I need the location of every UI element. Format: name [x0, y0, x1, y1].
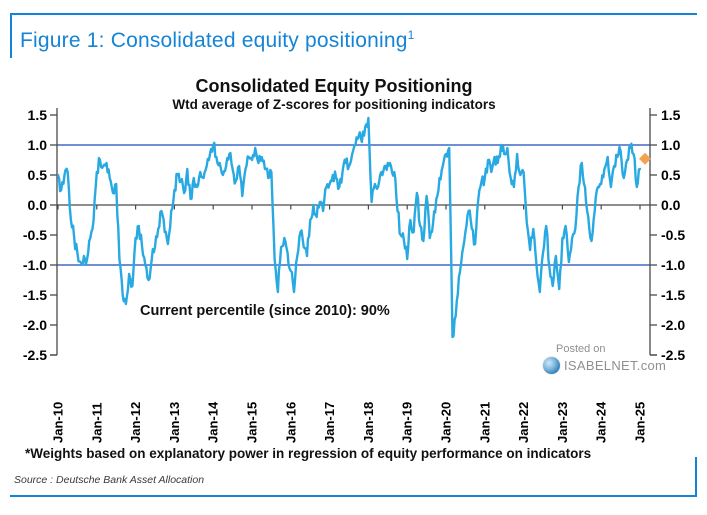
y-tick-label: -2.5: [661, 347, 685, 363]
figure-title-superscript: 1: [407, 28, 415, 42]
y-tick-label: -1.0: [23, 257, 47, 273]
chart-subtitle: Wtd average of Z-scores for positioning …: [172, 97, 496, 112]
watermark-posted-on: Posted on: [556, 343, 606, 355]
frame-bottom-line: [10, 495, 697, 497]
y-tick-label: 0.5: [661, 167, 681, 183]
x-tick-label: Jan-13: [167, 402, 182, 443]
figure-title-text: Figure 1: Consolidated equity positionin…: [20, 29, 408, 52]
y-tick-label: -2.0: [23, 317, 47, 333]
y-tick-label: 1.5: [28, 107, 48, 123]
x-tick-label: Jan-14: [206, 401, 221, 443]
x-tick-label: Jan-19: [400, 402, 415, 443]
y-tick-label: -1.0: [661, 257, 685, 273]
x-tick-label: Jan-11: [89, 403, 104, 443]
x-tick-label: Jan-18: [361, 402, 376, 443]
footnote: *Weights based on explanatory power in r…: [25, 446, 592, 461]
y-tick-label: 1.0: [28, 137, 48, 153]
chart-title: Consolidated Equity Positioning: [195, 76, 473, 96]
y-tick-label: 1.0: [661, 137, 681, 153]
frame-left-line: [10, 13, 12, 58]
x-tick-label: Jan-17: [322, 402, 337, 443]
y-tick-label: -0.5: [23, 227, 47, 243]
series-line: [56, 116, 642, 339]
x-tick-label: Jan-15: [245, 402, 260, 443]
x-tick-label: Jan-23: [555, 402, 570, 443]
y-tick-label: -1.5: [661, 287, 685, 303]
y-tick-label: -2.5: [23, 347, 47, 363]
figure-title: Figure 1: Consolidated equity positionin…: [20, 28, 414, 53]
percentile-annotation: Current percentile (since 2010): 90%: [140, 303, 390, 319]
y-tick-label: 0.5: [28, 167, 48, 183]
x-tick-label: Jan-22: [516, 402, 531, 443]
x-tick-label: Jan-21: [477, 402, 492, 443]
watermark-site-name: ISABELNET.com: [564, 358, 667, 373]
source-line: Source : Deutsche Bank Asset Allocation: [14, 474, 205, 486]
x-tick-label: Jan-24: [594, 401, 609, 443]
x-tick-label: Jan-12: [128, 402, 143, 443]
y-tick-label: -0.5: [661, 227, 685, 243]
latest-value-diamond-marker: [639, 152, 651, 165]
y-tick-label: 0.0: [661, 197, 681, 213]
globe-icon: [543, 357, 560, 374]
frame-right-line: [695, 457, 697, 497]
y-tick-label: 0.0: [28, 197, 48, 213]
y-tick-label: -1.5: [23, 287, 47, 303]
frame-top-line: [10, 13, 697, 15]
x-tick-label: Jan-25: [633, 402, 648, 443]
x-tick-label: Jan-10: [51, 402, 66, 443]
watermark: ISABELNET.com: [543, 357, 666, 374]
x-tick-label: Jan-20: [439, 402, 454, 443]
y-tick-label: -2.0: [661, 317, 685, 333]
y-tick-label: 1.5: [661, 107, 681, 123]
x-tick-label: Jan-16: [283, 402, 298, 443]
